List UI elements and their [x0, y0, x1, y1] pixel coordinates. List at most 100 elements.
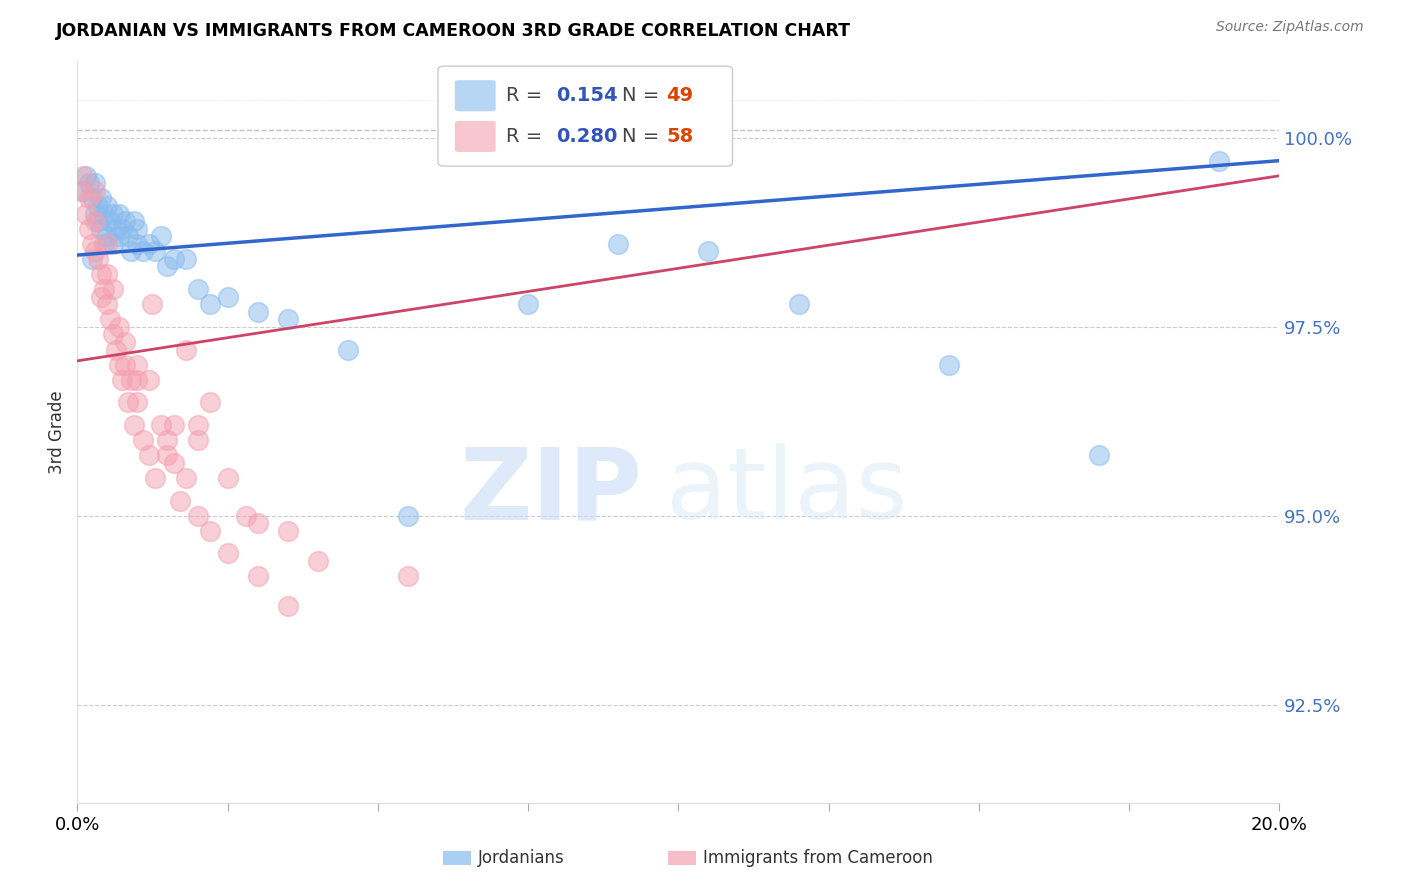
Point — [100, 214, 122, 228]
Point — [111, 221, 134, 235]
Point — [69, 184, 91, 198]
Point — [82, 252, 104, 266]
Point — [72, 169, 94, 183]
Point — [1208, 153, 1230, 168]
Point — [103, 206, 125, 220]
Text: Immigrants from Cameroon: Immigrants from Cameroon — [703, 849, 932, 867]
Point — [72, 184, 94, 198]
Point — [235, 508, 257, 523]
Text: Source: ZipAtlas.com: Source: ZipAtlas.com — [1216, 20, 1364, 34]
Point — [127, 395, 149, 409]
Point — [150, 229, 173, 244]
Point — [87, 199, 110, 213]
Point — [174, 252, 197, 266]
Point — [87, 214, 110, 228]
Point — [607, 236, 630, 251]
Point — [96, 236, 118, 251]
Text: JORDANIAN VS IMMIGRANTS FROM CAMEROON 3RD GRADE CORRELATION CHART: JORDANIAN VS IMMIGRANTS FROM CAMEROON 3R… — [56, 22, 851, 40]
Point — [162, 252, 184, 266]
Text: 0.154: 0.154 — [555, 87, 617, 105]
Point — [156, 433, 179, 447]
Point — [82, 191, 104, 205]
FancyBboxPatch shape — [439, 66, 733, 166]
Point — [90, 267, 112, 281]
Point — [79, 221, 101, 235]
Point — [277, 312, 299, 326]
Point — [198, 524, 221, 538]
Point — [697, 244, 720, 259]
Point — [217, 290, 239, 304]
Point — [75, 206, 97, 220]
Point — [517, 297, 540, 311]
Point — [105, 221, 128, 235]
Point — [127, 221, 149, 235]
FancyBboxPatch shape — [454, 80, 496, 112]
Point — [108, 229, 131, 244]
Point — [96, 229, 118, 244]
Point — [90, 221, 112, 235]
Point — [108, 358, 131, 372]
Point — [187, 433, 209, 447]
Point — [79, 177, 101, 191]
Point — [105, 343, 128, 357]
Text: atlas: atlas — [666, 443, 908, 541]
Point — [127, 358, 149, 372]
Point — [75, 169, 97, 183]
Point — [93, 236, 115, 251]
Point — [145, 244, 167, 259]
Point — [169, 493, 191, 508]
Point — [120, 373, 142, 387]
Point — [174, 471, 197, 485]
Point — [108, 319, 131, 334]
Point — [117, 395, 139, 409]
Point — [90, 191, 112, 205]
Point — [246, 569, 269, 583]
Point — [277, 524, 299, 538]
Point — [138, 236, 160, 251]
Point — [103, 236, 125, 251]
Text: N =: N = — [621, 87, 665, 105]
Point — [162, 418, 184, 433]
Point — [141, 297, 163, 311]
Point — [396, 508, 419, 523]
Point — [84, 214, 107, 228]
Point — [174, 343, 197, 357]
Point — [90, 290, 112, 304]
Point — [79, 191, 101, 205]
Point — [187, 418, 209, 433]
Point — [124, 418, 146, 433]
Point — [114, 214, 136, 228]
Point — [336, 343, 359, 357]
Point — [111, 373, 134, 387]
Point — [138, 448, 160, 462]
Point — [103, 327, 125, 342]
Point — [396, 569, 419, 583]
Point — [114, 358, 136, 372]
Point — [84, 184, 107, 198]
Point — [156, 448, 179, 462]
Text: 49: 49 — [666, 87, 693, 105]
Text: ZIP: ZIP — [460, 443, 643, 541]
Point — [103, 282, 125, 296]
Point — [120, 244, 142, 259]
Text: Jordanians: Jordanians — [478, 849, 565, 867]
Point — [87, 252, 110, 266]
FancyBboxPatch shape — [454, 121, 496, 152]
Point — [198, 395, 221, 409]
Point — [217, 547, 239, 561]
Point — [132, 433, 155, 447]
Point — [108, 206, 131, 220]
Point — [246, 516, 269, 531]
Point — [187, 508, 209, 523]
Point — [117, 229, 139, 244]
Point — [162, 456, 184, 470]
Point — [787, 297, 810, 311]
Point — [100, 312, 122, 326]
Point — [277, 599, 299, 614]
Point — [84, 206, 107, 220]
Text: 0.280: 0.280 — [555, 127, 617, 146]
Point — [93, 282, 115, 296]
Point — [84, 177, 107, 191]
Point — [127, 373, 149, 387]
Point — [96, 297, 118, 311]
